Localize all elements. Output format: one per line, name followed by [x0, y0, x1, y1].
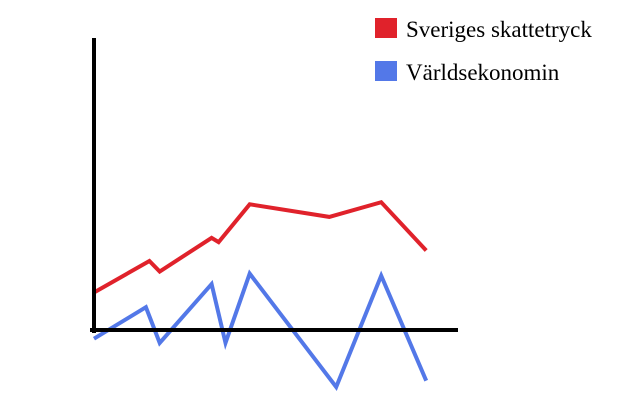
legend-swatch-sveriges-skattetryck [375, 18, 397, 38]
plot-area [92, 199, 429, 392]
legend-swatch-varldsekonomin [375, 61, 397, 81]
legend: Sveriges skattetryck Världsekonomin [375, 17, 592, 85]
series-line-sveriges-skattetryck [93, 199, 428, 295]
series-line-varldsekonomin [92, 269, 429, 392]
legend-label-sveriges-skattetryck: Sveriges skattetryck [406, 17, 592, 42]
legend-label-varldsekonomin: Världsekonomin [406, 60, 560, 85]
